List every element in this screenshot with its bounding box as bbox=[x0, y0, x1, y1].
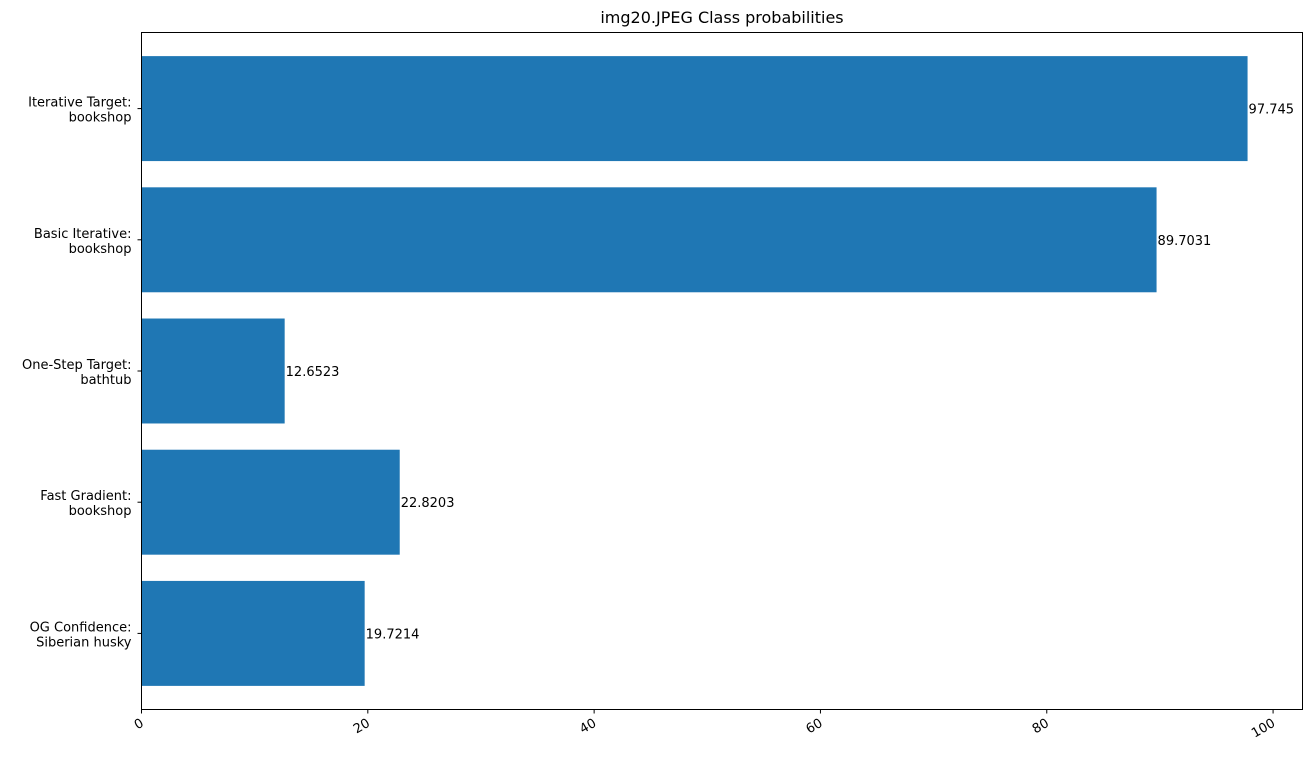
x-tick-label: 40 bbox=[577, 716, 599, 737]
y-tick-label: One-Step Target: bathtub bbox=[22, 358, 132, 388]
data-label: 97.745 bbox=[1249, 103, 1295, 118]
y-tick-label: Iterative Target: bookshop bbox=[28, 96, 131, 126]
y-tick-label-line: bookshop bbox=[69, 504, 132, 519]
x-tick-label: 60 bbox=[804, 716, 826, 737]
y-tick-label: OG Confidence: Siberian husky bbox=[30, 620, 132, 650]
bar bbox=[141, 56, 1248, 162]
y-tick-label-line: bookshop bbox=[69, 111, 132, 126]
y-tick-label-line: One-Step Target: bbox=[22, 358, 132, 373]
bar bbox=[141, 580, 365, 686]
y-tick-label-line: bathtub bbox=[80, 373, 131, 388]
plot-frame bbox=[141, 32, 1303, 710]
x-tick-label: 80 bbox=[1030, 716, 1052, 737]
x-tick-label: 20 bbox=[351, 716, 373, 737]
y-tick-label-line: Iterative Target: bbox=[28, 96, 131, 111]
bar bbox=[141, 318, 285, 424]
bar bbox=[141, 449, 400, 555]
y-tick-label-line: bookshop bbox=[69, 242, 132, 257]
bar bbox=[141, 187, 1157, 293]
data-label: 19.7214 bbox=[366, 627, 420, 642]
chart-title: img20.JPEG Class probabilities bbox=[600, 8, 843, 27]
bars-layer bbox=[141, 56, 1248, 686]
y-tick-label-line: Siberian husky bbox=[36, 635, 132, 650]
y-tick-label-line: OG Confidence: bbox=[30, 620, 132, 635]
y-tick-label: Basic Iterative: bookshop bbox=[34, 227, 132, 257]
x-axis: 0 20 40 60 80 100 bbox=[132, 709, 1278, 741]
data-label: 12.6523 bbox=[286, 365, 340, 380]
y-tick-label-line: Fast Gradient: bbox=[40, 489, 131, 504]
data-label: 22.8203 bbox=[401, 496, 455, 511]
y-tick-label-line: Basic Iterative: bbox=[34, 227, 132, 242]
data-label: 89.7031 bbox=[1158, 234, 1212, 249]
data-labels-layer: 97.745 89.7031 12.6523 22.8203 19.7214 bbox=[286, 103, 1294, 643]
y-tick-label: Fast Gradient: bookshop bbox=[40, 489, 131, 519]
